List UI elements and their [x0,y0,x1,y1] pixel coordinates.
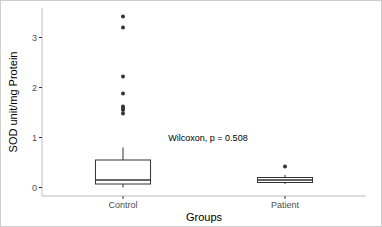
lower-whisker [123,184,124,188]
y-tick-label: 2 [32,83,37,93]
frame [1,1,382,227]
y-tick [39,137,42,138]
chart: 0 1 2 3 Control Patient Groups SOD unit/mg Prot… [0,0,382,227]
y-tick-label: 3 [32,33,37,43]
y-tick [39,187,42,188]
outlier [121,26,125,30]
x-tick-label: Patient [271,200,300,210]
x-tick-label: Control [108,200,137,210]
outlier [121,108,125,112]
box [95,160,150,184]
outlier [121,75,125,79]
y-tick [39,37,42,38]
y-axis-line [42,8,43,196]
y-axis-title: SOD unit/mg Protein [7,52,19,153]
outlier [121,15,125,19]
x-tick [123,196,124,199]
outlier [283,165,287,169]
outlier [121,112,125,116]
upper-whisker [123,148,124,161]
x-axis-line [42,196,366,197]
median [95,179,150,181]
plot-marks [95,15,312,188]
x-axis-title: Groups [186,211,223,223]
box [257,178,312,183]
y-tick [39,87,42,88]
median [257,179,312,181]
y-tick-label: 0 [32,183,37,193]
annotation: Wilcoxon, p = 0.508 [168,133,247,143]
y-tick-label: 1 [32,133,37,143]
x-tick [285,196,286,199]
outlier [121,92,125,96]
